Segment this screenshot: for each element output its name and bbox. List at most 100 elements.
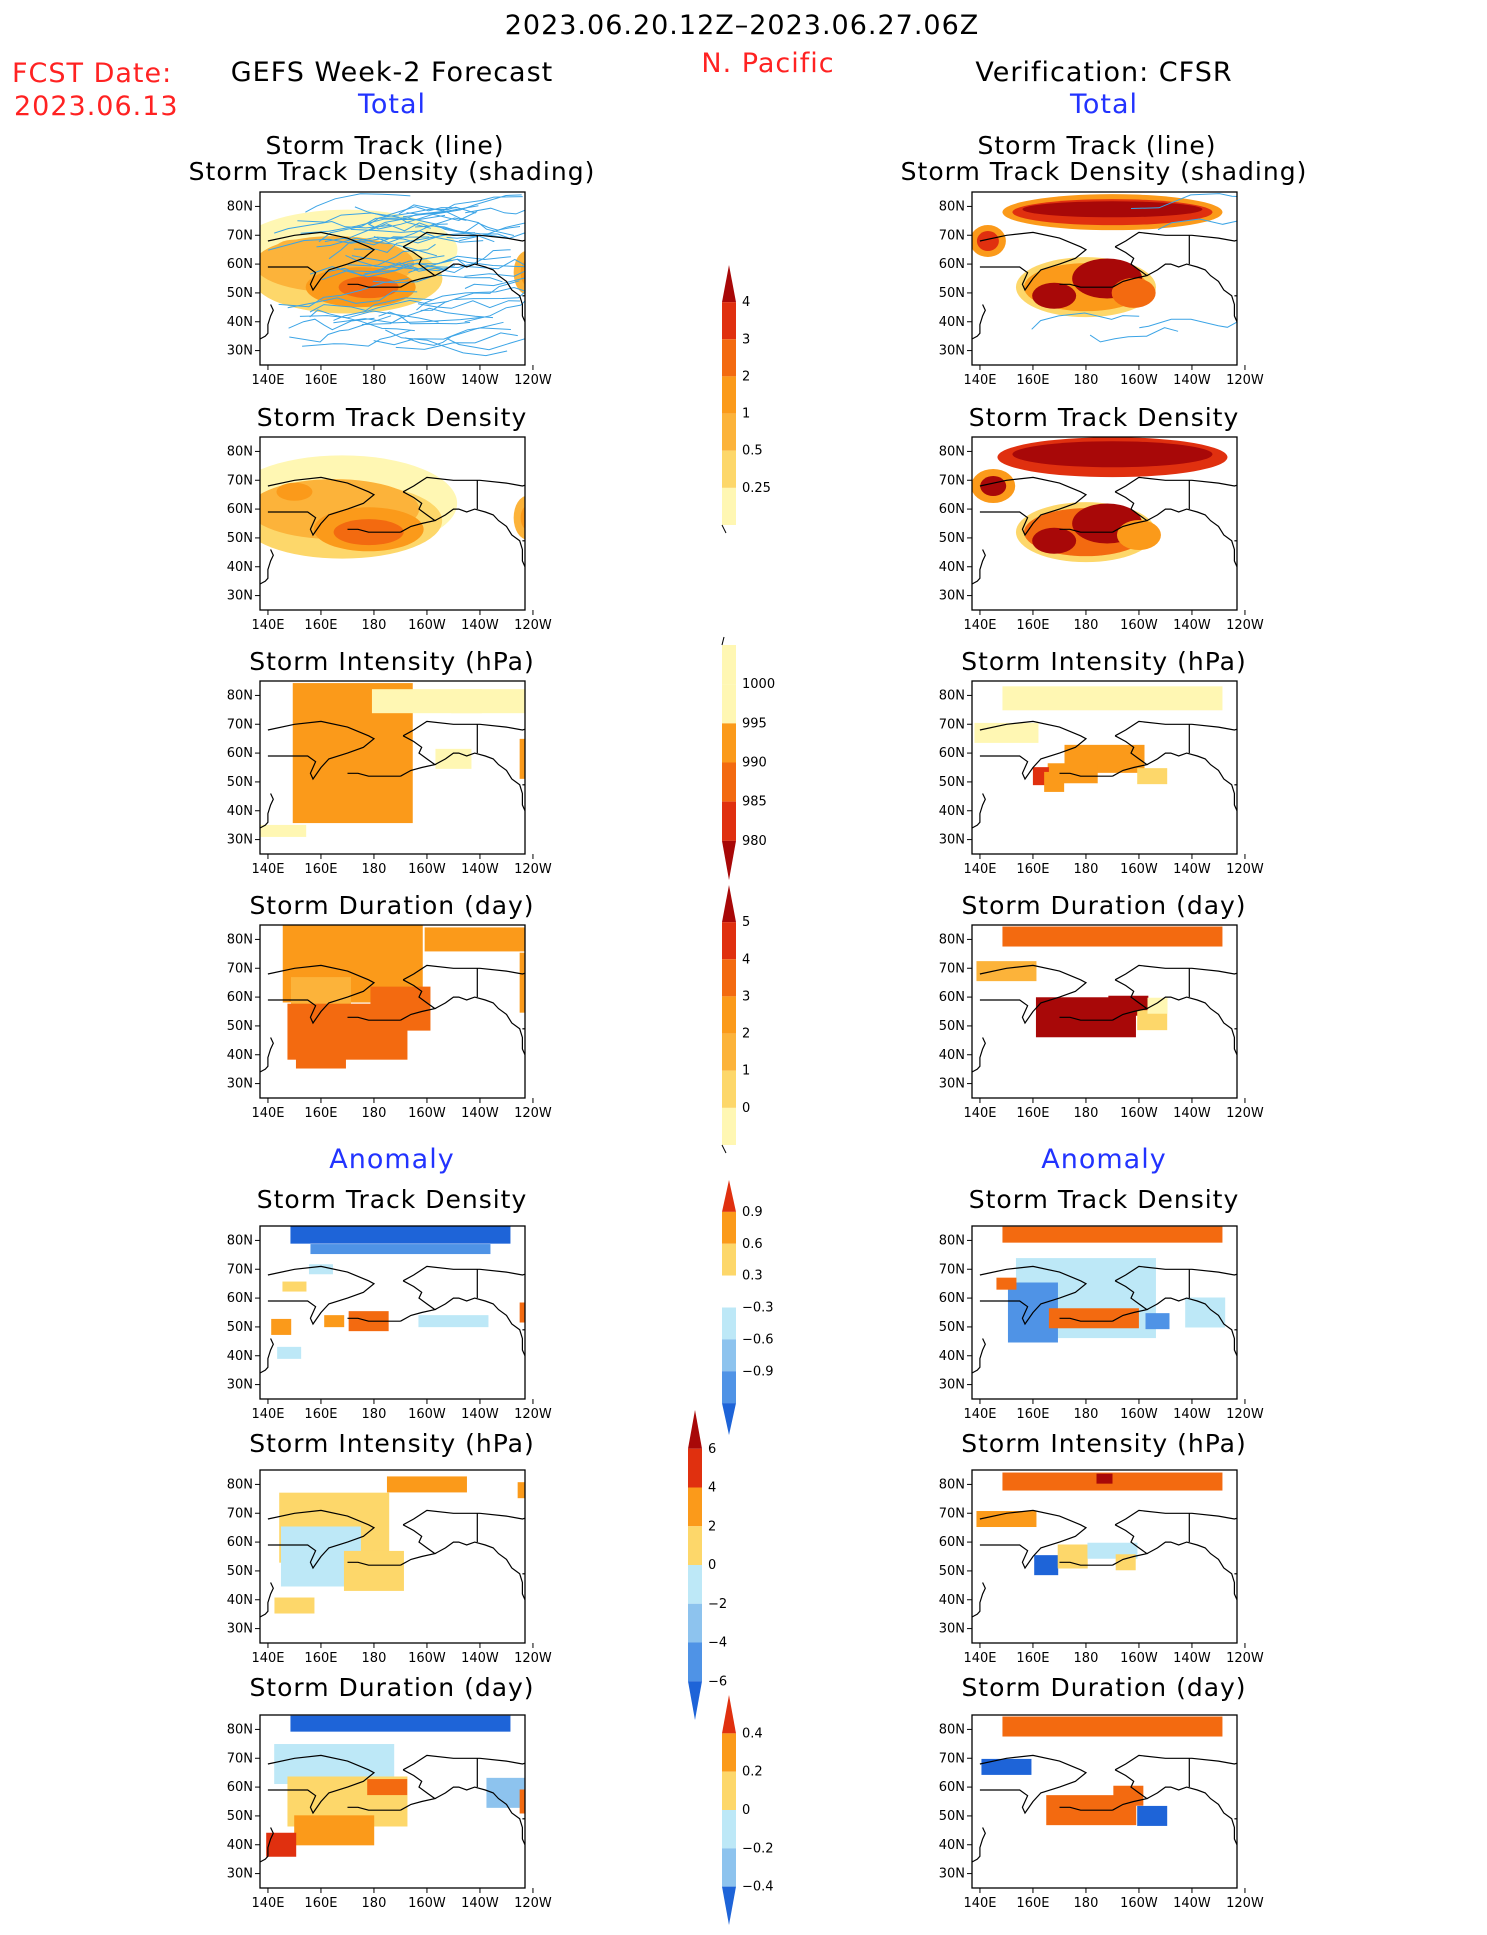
colorbar-segment xyxy=(722,684,736,724)
x-tick-label: 160E xyxy=(304,1106,337,1121)
y-tick-label: 50N xyxy=(939,531,965,546)
field-shading xyxy=(260,1715,525,1888)
colorbar-label: −0.3 xyxy=(742,1301,774,1316)
right-total-label: Total xyxy=(1069,89,1139,120)
colorbar-segment xyxy=(722,1180,736,1212)
map-frame xyxy=(971,680,1238,855)
field-shading xyxy=(972,1470,1237,1643)
x-tick-label: 140W xyxy=(1173,1106,1211,1121)
right-column-title: Verification: CFSR xyxy=(975,57,1233,88)
colorbar-label: 0.3 xyxy=(742,1269,763,1284)
y-tick-label: 70N xyxy=(939,228,965,243)
y-tick-label: 50N xyxy=(939,1320,965,1335)
left-anomaly-label: Anomaly xyxy=(329,1144,455,1175)
colorbar-segment xyxy=(722,762,736,802)
colorbar-segment xyxy=(722,1339,736,1372)
colorbar-label: 995 xyxy=(742,716,767,731)
panel-title-intensity-left: Storm Intensity (hPa) xyxy=(249,647,535,676)
x-tick-label: 160E xyxy=(1016,1106,1049,1121)
y-tick-label: 70N xyxy=(939,1751,965,1766)
panel-title-anom-intensity-left: Storm Intensity (hPa) xyxy=(249,1429,535,1458)
x-tick-label: 140W xyxy=(461,862,499,877)
panel-title-anom-density-left: Storm Track Density xyxy=(256,1185,528,1214)
panel-title-anom-duration-left: Storm Duration (day) xyxy=(249,1673,535,1702)
y-tick-label: 50N xyxy=(939,286,965,301)
y-tick-label: 60N xyxy=(939,746,965,761)
x-tick-label: 140E xyxy=(963,1407,996,1422)
x-tick-label: 120W xyxy=(514,1407,552,1422)
y-tick-label: 80N xyxy=(939,199,965,214)
colorbar-segment xyxy=(688,1410,702,1449)
x-tick-label: 120W xyxy=(514,1651,552,1666)
y-tick-label: 70N xyxy=(227,228,253,243)
x-tick-label: 160E xyxy=(1016,862,1049,877)
y-tick-label: 80N xyxy=(939,1233,965,1248)
x-tick-label: 140W xyxy=(1173,862,1211,877)
y-tick-label: 40N xyxy=(939,804,965,819)
panel-title-track-line-left: Storm Track (line) xyxy=(265,131,505,160)
colorbar-label: 0.2 xyxy=(742,1765,763,1780)
colorbar-segment xyxy=(722,1810,736,1849)
colorbar-segment xyxy=(688,1565,702,1604)
y-tick-label: 40N xyxy=(227,1838,253,1853)
x-tick-label: 120W xyxy=(1226,373,1264,388)
y-tick-label: 80N xyxy=(227,199,253,214)
x-tick-label: 140E xyxy=(963,1896,996,1911)
x-tick-label: 120W xyxy=(1226,1651,1264,1666)
x-tick-label: 160E xyxy=(1016,618,1049,633)
map-frame xyxy=(259,680,526,855)
y-tick-label: 40N xyxy=(227,804,253,819)
y-tick-label: 30N xyxy=(227,589,253,604)
y-tick-label: 30N xyxy=(227,344,253,359)
x-tick-label: 120W xyxy=(514,373,552,388)
colorbar-segment xyxy=(722,1403,736,1435)
x-tick-label: 180 xyxy=(1074,1896,1099,1911)
y-tick-label: 40N xyxy=(939,1838,965,1853)
y-tick-label: 50N xyxy=(939,1809,965,1824)
panel-title-duration-right: Storm Duration (day) xyxy=(961,891,1247,920)
panel-title-anom-intensity-right: Storm Intensity (hPa) xyxy=(961,1429,1247,1458)
field-shading xyxy=(972,437,1237,610)
y-tick-label: 30N xyxy=(227,1622,253,1637)
colorbar-label: 0.25 xyxy=(742,481,771,496)
map-panel-verification-total-duration: 80N 70N 60N 50N 40N 30N 140E 160E 180 160W 140W 120… xyxy=(939,924,1264,1121)
colorbar-label: 0.4 xyxy=(742,1726,763,1741)
map-panel-verification-anom-intensity: 80N 70N 60N 50N 40N 30N 140E 160E 180 160W 140W 120… xyxy=(939,1469,1264,1666)
field-shading xyxy=(260,1470,525,1643)
y-tick-label: 80N xyxy=(227,932,253,947)
y-tick-label: 50N xyxy=(939,1564,965,1579)
x-tick-label: 180 xyxy=(362,1651,387,1666)
colorbar-segment xyxy=(722,959,736,997)
x-tick-label: 120W xyxy=(1226,862,1264,877)
colorbar-label: 0.6 xyxy=(742,1237,763,1252)
x-tick-label: 140E xyxy=(251,862,284,877)
field-shading xyxy=(972,192,1237,365)
panel-title-track-shading-right: Storm Track Density (shading) xyxy=(900,157,1308,186)
field-shading xyxy=(260,681,525,854)
region-title: N. Pacific xyxy=(701,48,835,79)
colorbar-label: 3 xyxy=(742,332,750,347)
x-tick-label: 140W xyxy=(461,1407,499,1422)
map-panel-verification-anom-duration: 80N 70N 60N 50N 40N 30N 140E 160E 180 160W 140W 120… xyxy=(939,1714,1264,1911)
colorbar-label: 0 xyxy=(708,1558,716,1573)
x-tick-label: 160E xyxy=(304,1651,337,1666)
colorbar-segment xyxy=(722,922,736,960)
x-tick-label: 160E xyxy=(1016,1896,1049,1911)
colorbar-segment xyxy=(722,339,736,377)
x-tick-label: 160W xyxy=(1120,618,1158,633)
colorbar-segment xyxy=(688,1642,702,1682)
colorbar-label: 980 xyxy=(742,834,767,849)
x-tick-label: 160W xyxy=(1120,862,1158,877)
colorbar-segment xyxy=(722,1771,736,1810)
y-tick-label: 70N xyxy=(227,1506,253,1521)
x-tick-label: 160W xyxy=(408,1106,446,1121)
x-tick-label: 160W xyxy=(408,1896,446,1911)
colorbar-segment xyxy=(722,1275,736,1308)
colorbar-segment xyxy=(688,1487,702,1527)
x-tick-label: 140W xyxy=(1173,1407,1211,1422)
y-tick-label: 70N xyxy=(227,1262,253,1277)
y-tick-label: 30N xyxy=(227,1378,253,1393)
colorbar-segment xyxy=(722,1070,736,1108)
y-tick-label: 40N xyxy=(227,1349,253,1364)
colorbar-segment xyxy=(722,801,736,841)
